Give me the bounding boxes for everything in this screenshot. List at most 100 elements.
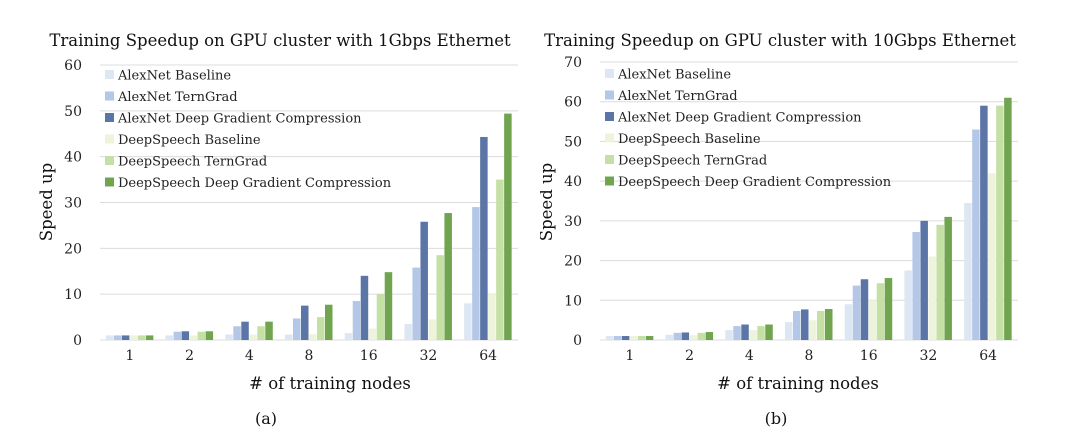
y-tick-label: 30 — [64, 196, 82, 212]
bar-deepspeech-deep-gradient-compression-1 — [645, 336, 654, 340]
bar-deepspeech-terngrad-32 — [436, 255, 444, 340]
bar-alexnet-baseline-2 — [165, 335, 174, 340]
chart-title: Training Speedup on GPU cluster with 1Gb… — [49, 31, 511, 50]
y-tick-label: 0 — [573, 333, 582, 349]
y-tick-label: 70 — [564, 55, 582, 71]
bar-alexnet-deep-gradient-compression-32 — [920, 220, 928, 340]
bar-alexnet-terngrad-1 — [113, 335, 122, 340]
bar-alexnet-baseline-1 — [105, 335, 114, 340]
bar-deepspeech-terngrad-16 — [376, 294, 385, 340]
bar-alexnet-baseline-32 — [404, 323, 412, 340]
x-tick-label: 2 — [185, 348, 194, 364]
bar-alexnet-deep-gradient-compression-4 — [241, 321, 249, 340]
legend-label-alexnet-baseline: AlexNet Baseline — [617, 68, 731, 83]
bar-alexnet-terngrad-1 — [613, 336, 622, 340]
bar-deepspeech-terngrad-4 — [257, 326, 265, 340]
x-tick-label: 1 — [625, 348, 634, 364]
bar-deepspeech-baseline-2 — [689, 335, 698, 340]
y-tick-label: 60 — [64, 58, 82, 74]
bar-alexnet-terngrad-16 — [352, 301, 361, 340]
bar-deepspeech-baseline-8 — [309, 334, 317, 340]
bar-deepspeech-baseline-4 — [249, 334, 257, 340]
bar-deepspeech-baseline-16 — [368, 328, 377, 340]
bar-alexnet-terngrad-64 — [972, 129, 980, 340]
bar-alexnet-deep-gradient-compression-2 — [181, 331, 190, 340]
legend-label-alexnet-terngrad: AlexNet TernGrad — [117, 90, 238, 105]
legend-swatch-alexnet-terngrad — [105, 91, 114, 101]
bars — [605, 97, 1012, 340]
y-tick-label: 0 — [73, 333, 82, 349]
bar-deepspeech-terngrad-4 — [757, 326, 765, 340]
bar-deepspeech-deep-gradient-compression-8 — [325, 304, 333, 340]
bar-alexnet-deep-gradient-compression-16 — [860, 279, 869, 340]
y-axis-label: Speed up — [37, 163, 56, 241]
bar-deepspeech-baseline-2 — [189, 335, 198, 340]
y-tick-label: 50 — [564, 134, 582, 150]
legend-label-deepspeech-terngrad: DeepSpeech TernGrad — [618, 154, 767, 169]
bar-alexnet-deep-gradient-compression-64 — [980, 105, 988, 340]
bar-deepspeech-deep-gradient-compression-1 — [145, 335, 154, 340]
legend-label-deepspeech-deep-gradient-compression: DeepSpeech Deep Gradient Compression — [618, 175, 892, 190]
x-axis-label: # of training nodes — [717, 374, 879, 393]
speedup-chart-10gbps: Training Speedup on GPU cluster with 10G… — [540, 31, 1018, 428]
bar-deepspeech-baseline-1 — [129, 335, 138, 340]
y-axis-label: Speed up — [540, 163, 556, 241]
bar-alexnet-deep-gradient-compression-16 — [360, 275, 369, 340]
bar-alexnet-baseline-2 — [665, 334, 674, 340]
x-tick-label: 64 — [479, 348, 497, 364]
bar-deepspeech-deep-gradient-compression-2 — [705, 332, 714, 340]
bar-alexnet-terngrad-2 — [673, 332, 682, 340]
x-tick-labels: 1 2 4 8 16 32 64 — [625, 348, 997, 364]
legend-swatch-alexnet-terngrad — [605, 90, 614, 100]
bar-deepspeech-terngrad-8 — [317, 317, 325, 340]
y-tick-label: 40 — [564, 174, 582, 190]
x-tick-label: 32 — [420, 348, 438, 364]
x-tick-labels: 1 2 4 8 16 32 64 — [125, 348, 497, 364]
legend-swatch-alexnet-deep-gradient-compression — [105, 113, 114, 122]
bar-deepspeech-deep-gradient-compression-8 — [825, 309, 833, 340]
bar-alexnet-terngrad-64 — [472, 207, 480, 340]
y-tick-label: 10 — [64, 287, 82, 303]
bar-alexnet-baseline-4 — [725, 330, 733, 340]
bar-alexnet-deep-gradient-compression-64 — [480, 136, 488, 340]
bar-deepspeech-terngrad-64 — [496, 179, 504, 340]
bar-deepspeech-terngrad-2 — [697, 332, 706, 340]
y-tick-label: 60 — [564, 95, 582, 111]
bar-alexnet-deep-gradient-compression-1 — [621, 336, 630, 340]
chart-panel-a: Training Speedup on GPU cluster with 1Gb… — [37, 31, 518, 428]
x-tick-label: 8 — [805, 348, 814, 364]
x-tick-label: 8 — [305, 348, 314, 364]
bar-deepspeech-terngrad-2 — [197, 331, 206, 340]
bar-deepspeech-deep-gradient-compression-4 — [265, 321, 273, 340]
bar-alexnet-deep-gradient-compression-4 — [741, 324, 749, 340]
bars — [105, 113, 512, 340]
y-tick-label: 40 — [64, 150, 82, 166]
legend-label-alexnet-deep-gradient-compression: AlexNet Deep Gradient Compression — [117, 112, 362, 127]
bar-alexnet-deep-gradient-compression-8 — [301, 305, 309, 340]
x-tick-label: 64 — [979, 348, 997, 364]
bar-alexnet-baseline-32 — [904, 270, 912, 340]
y-tick-labels: 0 10 20 30 40 50 60 — [64, 58, 82, 349]
bar-alexnet-deep-gradient-compression-2 — [681, 332, 690, 340]
chart-title: Training Speedup on GPU cluster with 10G… — [544, 31, 1016, 50]
x-tick-label: 32 — [920, 348, 938, 364]
bar-deepspeech-deep-gradient-compression-32 — [444, 213, 452, 340]
legend-label-alexnet-terngrad: AlexNet TernGrad — [617, 89, 738, 104]
bar-alexnet-terngrad-32 — [912, 231, 920, 340]
bar-alexnet-baseline-64 — [464, 303, 472, 340]
bar-deepspeech-terngrad-64 — [996, 105, 1004, 340]
bar-alexnet-baseline-8 — [785, 322, 793, 340]
x-tick-label: 16 — [860, 348, 878, 364]
y-tick-label: 10 — [564, 293, 582, 309]
legend-swatch-deepspeech-baseline — [105, 134, 114, 144]
bar-deepspeech-baseline-32 — [428, 319, 436, 340]
legend-label-alexnet-baseline: AlexNet Baseline — [117, 69, 231, 84]
bar-deepspeech-deep-gradient-compression-32 — [944, 216, 952, 340]
bar-alexnet-terngrad-4 — [233, 326, 241, 340]
bar-deepspeech-deep-gradient-compression-16 — [384, 272, 393, 340]
panel-caption: (b) — [765, 409, 788, 428]
legend-label-deepspeech-baseline: DeepSpeech Baseline — [618, 132, 761, 147]
legend-label-deepspeech-terngrad: DeepSpeech TernGrad — [118, 155, 267, 170]
bar-alexnet-terngrad-8 — [293, 318, 301, 340]
chart-panel-b: Training Speedup on GPU cluster with 10G… — [540, 0, 1080, 435]
